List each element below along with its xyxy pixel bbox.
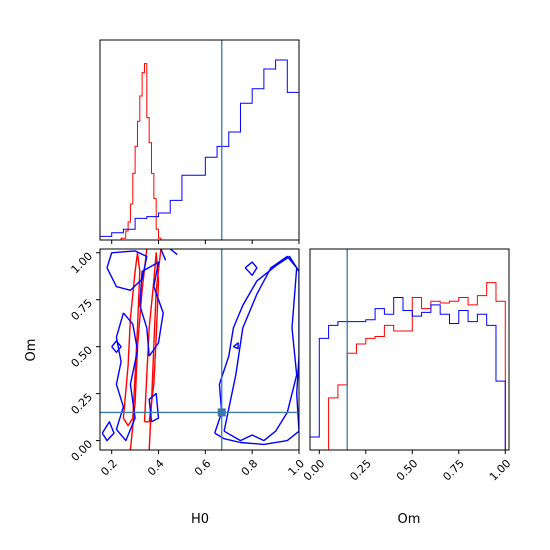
contour-plot-area (101, 249, 299, 450)
panel-hist-H0 (99, 39, 300, 244)
x-axis-label-H0: H0 (191, 512, 209, 527)
contour-frame (99, 248, 300, 451)
hist-H0-frame (99, 39, 300, 241)
contour-series_b-5 (101, 421, 115, 442)
contour-series_b-11 (169, 249, 178, 256)
contour-series_b-2 (139, 261, 164, 357)
histogram-step-Om-series_b (310, 296, 506, 450)
contour-series_b-3 (148, 392, 160, 423)
contour-series_b-9 (232, 342, 239, 350)
x-axis-label-Om: Om (398, 512, 421, 527)
histogram-step-series_a (120, 63, 162, 240)
contour-series_b-0 (106, 250, 148, 291)
hist-Om-frame (309, 248, 510, 451)
hist-H0-plot-area (100, 59, 299, 240)
contour-series_b-4 (111, 340, 122, 353)
y-axis-label-Om: Om (24, 339, 39, 362)
contour-series_b-6 (223, 255, 298, 442)
contour-series_b-1 (115, 312, 139, 442)
contour-series_b-8 (244, 261, 258, 276)
truth-marker (217, 408, 226, 417)
hist-Om-plot-area (310, 282, 506, 450)
histogram-step-Om-series_a (319, 282, 506, 450)
contour-series_b-7 (214, 255, 299, 446)
histogram-step-series_b (100, 59, 299, 239)
contour-series_b-10 (160, 249, 167, 261)
contour-series_a-2 (122, 252, 141, 427)
